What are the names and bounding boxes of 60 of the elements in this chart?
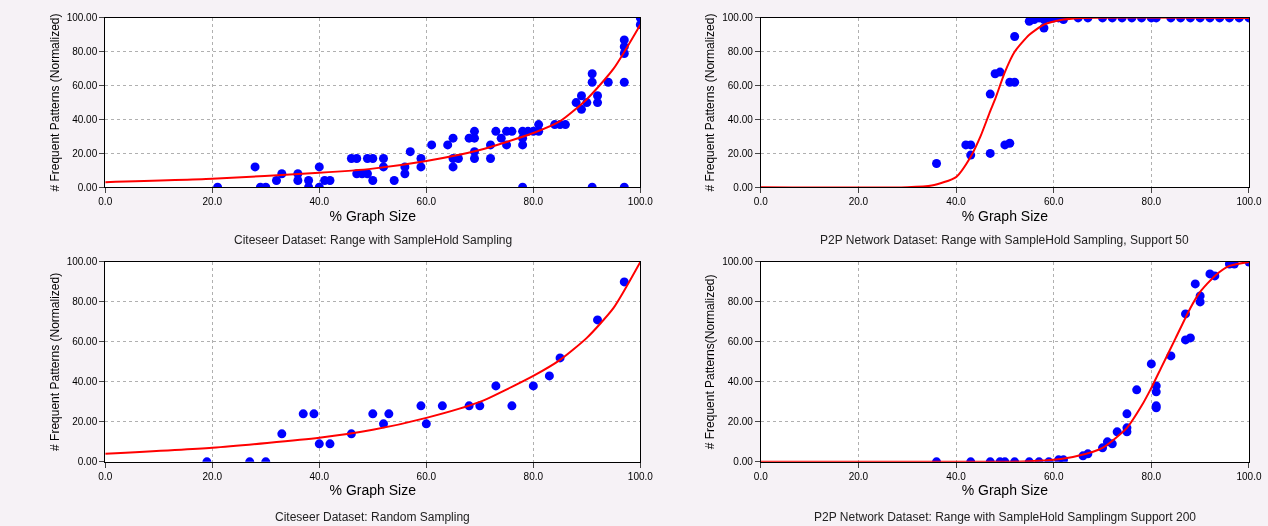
y-tick-label: 100.00	[66, 256, 98, 268]
y-tick-label: 0.00	[733, 456, 754, 468]
x-axis-title: % Graph Size	[329, 207, 417, 224]
x-tick-label: 0.0	[753, 196, 769, 208]
y-axis-title: # Frequent Patterns (Normalized)	[703, 13, 718, 192]
x-tick-label: 60.0	[416, 470, 437, 482]
x-tick-label: 100.0	[1236, 470, 1262, 482]
x-tick-label: 0.0	[753, 470, 769, 482]
x-tick-label: 100.0	[627, 196, 654, 208]
x-tick-label: 100.0	[627, 470, 654, 482]
y-axis-title: # Frequent Patterns(Normalized)	[703, 274, 718, 450]
y-tick-label: 20.00	[72, 416, 98, 428]
x-axis-title: % Graph Size	[961, 482, 1049, 499]
y-tick-label: 20.00	[72, 147, 98, 159]
x-tick-label: 80.0	[1141, 196, 1162, 208]
x-tick-label: 40.0	[946, 196, 967, 208]
x-tick-label: 20.0	[848, 196, 869, 208]
y-tick-label: 100.00	[66, 12, 98, 24]
x-tick-label: 20.0	[202, 470, 223, 482]
y-tick-label: 60.00	[727, 336, 754, 348]
y-tick-label: 0.00	[77, 181, 98, 193]
y-tick-label: 40.00	[72, 376, 98, 388]
y-tick-label: 80.00	[727, 296, 754, 308]
y-tick-label: 0.00	[77, 456, 98, 468]
x-tick-label: 80.0	[523, 470, 544, 482]
x-tick-label: 0.0	[98, 196, 113, 208]
y-tick-label: 80.00	[72, 296, 98, 308]
x-axis-title: % Graph Size	[961, 207, 1049, 224]
x-tick-label: 80.0	[523, 196, 544, 208]
y-tick-label: 80.00	[727, 46, 754, 58]
y-axis-title: # Frequent Patterns (Normalized)	[47, 272, 62, 451]
y-tick-label: 20.00	[727, 147, 754, 159]
y-tick-label: 40.00	[727, 376, 754, 388]
y-tick-label: 0.00	[733, 181, 754, 193]
y-tick-label: 100.00	[722, 256, 754, 268]
y-axis-title: # Frequent Patterns (Normalized)	[47, 13, 62, 192]
y-tick-label: 60.00	[727, 80, 754, 92]
x-tick-label: 20.0	[848, 470, 869, 482]
x-tick-label: 40.0	[946, 470, 967, 482]
y-tick-label: 40.00	[727, 114, 754, 125]
x-tick-label: 60.0	[1043, 196, 1064, 208]
x-tick-label: 40.0	[309, 196, 330, 208]
y-tick-label: 40.00	[72, 114, 98, 125]
x-tick-label: 20.0	[202, 196, 223, 208]
x-axis-title: % Graph Size	[329, 482, 417, 499]
y-tick-label: 60.00	[72, 336, 98, 348]
text: Citeseer Dataset: Range with SampleHold Sampling	[234, 233, 513, 247]
x-tick-label: 60.0	[416, 196, 437, 208]
x-tick-label: 40.0	[309, 470, 330, 482]
y-tick-label: 80.00	[72, 46, 98, 58]
x-tick-label: 0.0	[98, 470, 113, 482]
x-tick-label: 100.0	[1236, 196, 1262, 208]
y-tick-label: 20.00	[727, 416, 754, 428]
y-tick-label: 100.00	[722, 12, 754, 24]
y-tick-label: 60.00	[72, 80, 98, 92]
text: Citeseer Dataset: Random Sampling	[275, 510, 470, 524]
text: P2P Network Dataset: Range with SampleHold Sampling, Support 50	[820, 233, 1189, 247]
text: P2P Network Dataset: Range with SampleHold Samplingm Support 200	[814, 510, 1197, 524]
x-tick-label: 80.0	[1141, 470, 1162, 482]
x-tick-label: 60.0	[1043, 470, 1064, 482]
